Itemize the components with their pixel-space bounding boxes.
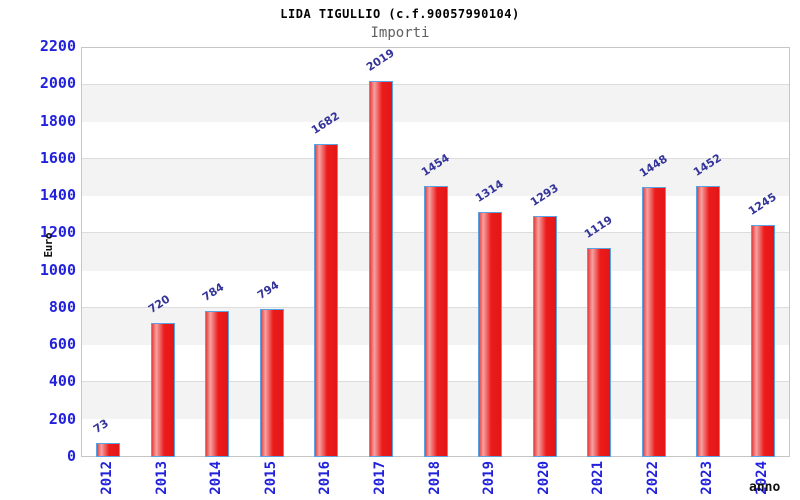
y-tick-600: 600	[48, 335, 76, 354]
x-tick-2013: 2013	[153, 461, 170, 495]
bar-2022	[641, 187, 666, 457]
x-tick-2020: 2020	[535, 461, 552, 495]
bar-2019	[478, 212, 503, 457]
x-axis-title: anno	[749, 480, 781, 495]
chart-title: LIDA TIGULLIO (c.f.90057990104)	[280, 7, 520, 21]
bar-2018	[423, 186, 448, 457]
y-tick-1600: 1600	[39, 148, 76, 167]
x-tick-2021: 2021	[590, 461, 607, 495]
bar-2021	[587, 248, 612, 457]
x-tick-2012: 2012	[99, 461, 116, 495]
y-tick-0: 0	[66, 447, 76, 465]
x-tick-2018: 2018	[426, 461, 443, 495]
bar-2014	[205, 310, 230, 457]
gridline	[82, 158, 789, 160]
x-tick-2014: 2014	[208, 461, 225, 495]
chart-subtitle: Importi	[370, 25, 430, 41]
x-tick-2016: 2016	[317, 461, 334, 495]
x-tick-2023: 2023	[699, 461, 716, 495]
x-tick-2015: 2015	[262, 461, 279, 495]
x-tick-2022: 2022	[644, 461, 661, 495]
bar-2012	[96, 443, 121, 457]
y-tick-1400: 1400	[39, 186, 76, 205]
y-tick-1000: 1000	[39, 260, 76, 279]
bar-2015	[259, 309, 284, 457]
bar-2023	[696, 186, 721, 457]
bar-2013	[150, 322, 175, 457]
y-tick-400: 400	[48, 372, 76, 391]
y-axis-title: Euro	[42, 233, 55, 258]
y-tick-1200: 1200	[39, 223, 76, 242]
plot-band	[82, 85, 789, 123]
bar-2017	[368, 80, 393, 457]
y-tick-1800: 1800	[39, 111, 76, 130]
y-tick-200: 200	[48, 409, 76, 428]
bar-2016	[314, 143, 339, 457]
bar-2024	[750, 224, 775, 457]
y-tick-2200: 2200	[39, 37, 76, 55]
x-tick-2019: 2019	[481, 461, 498, 495]
bar-2020	[532, 216, 557, 457]
y-tick-800: 800	[48, 297, 76, 316]
x-tick-2017: 2017	[371, 461, 388, 495]
gridline	[82, 84, 789, 86]
y-tick-2000: 2000	[39, 74, 76, 93]
